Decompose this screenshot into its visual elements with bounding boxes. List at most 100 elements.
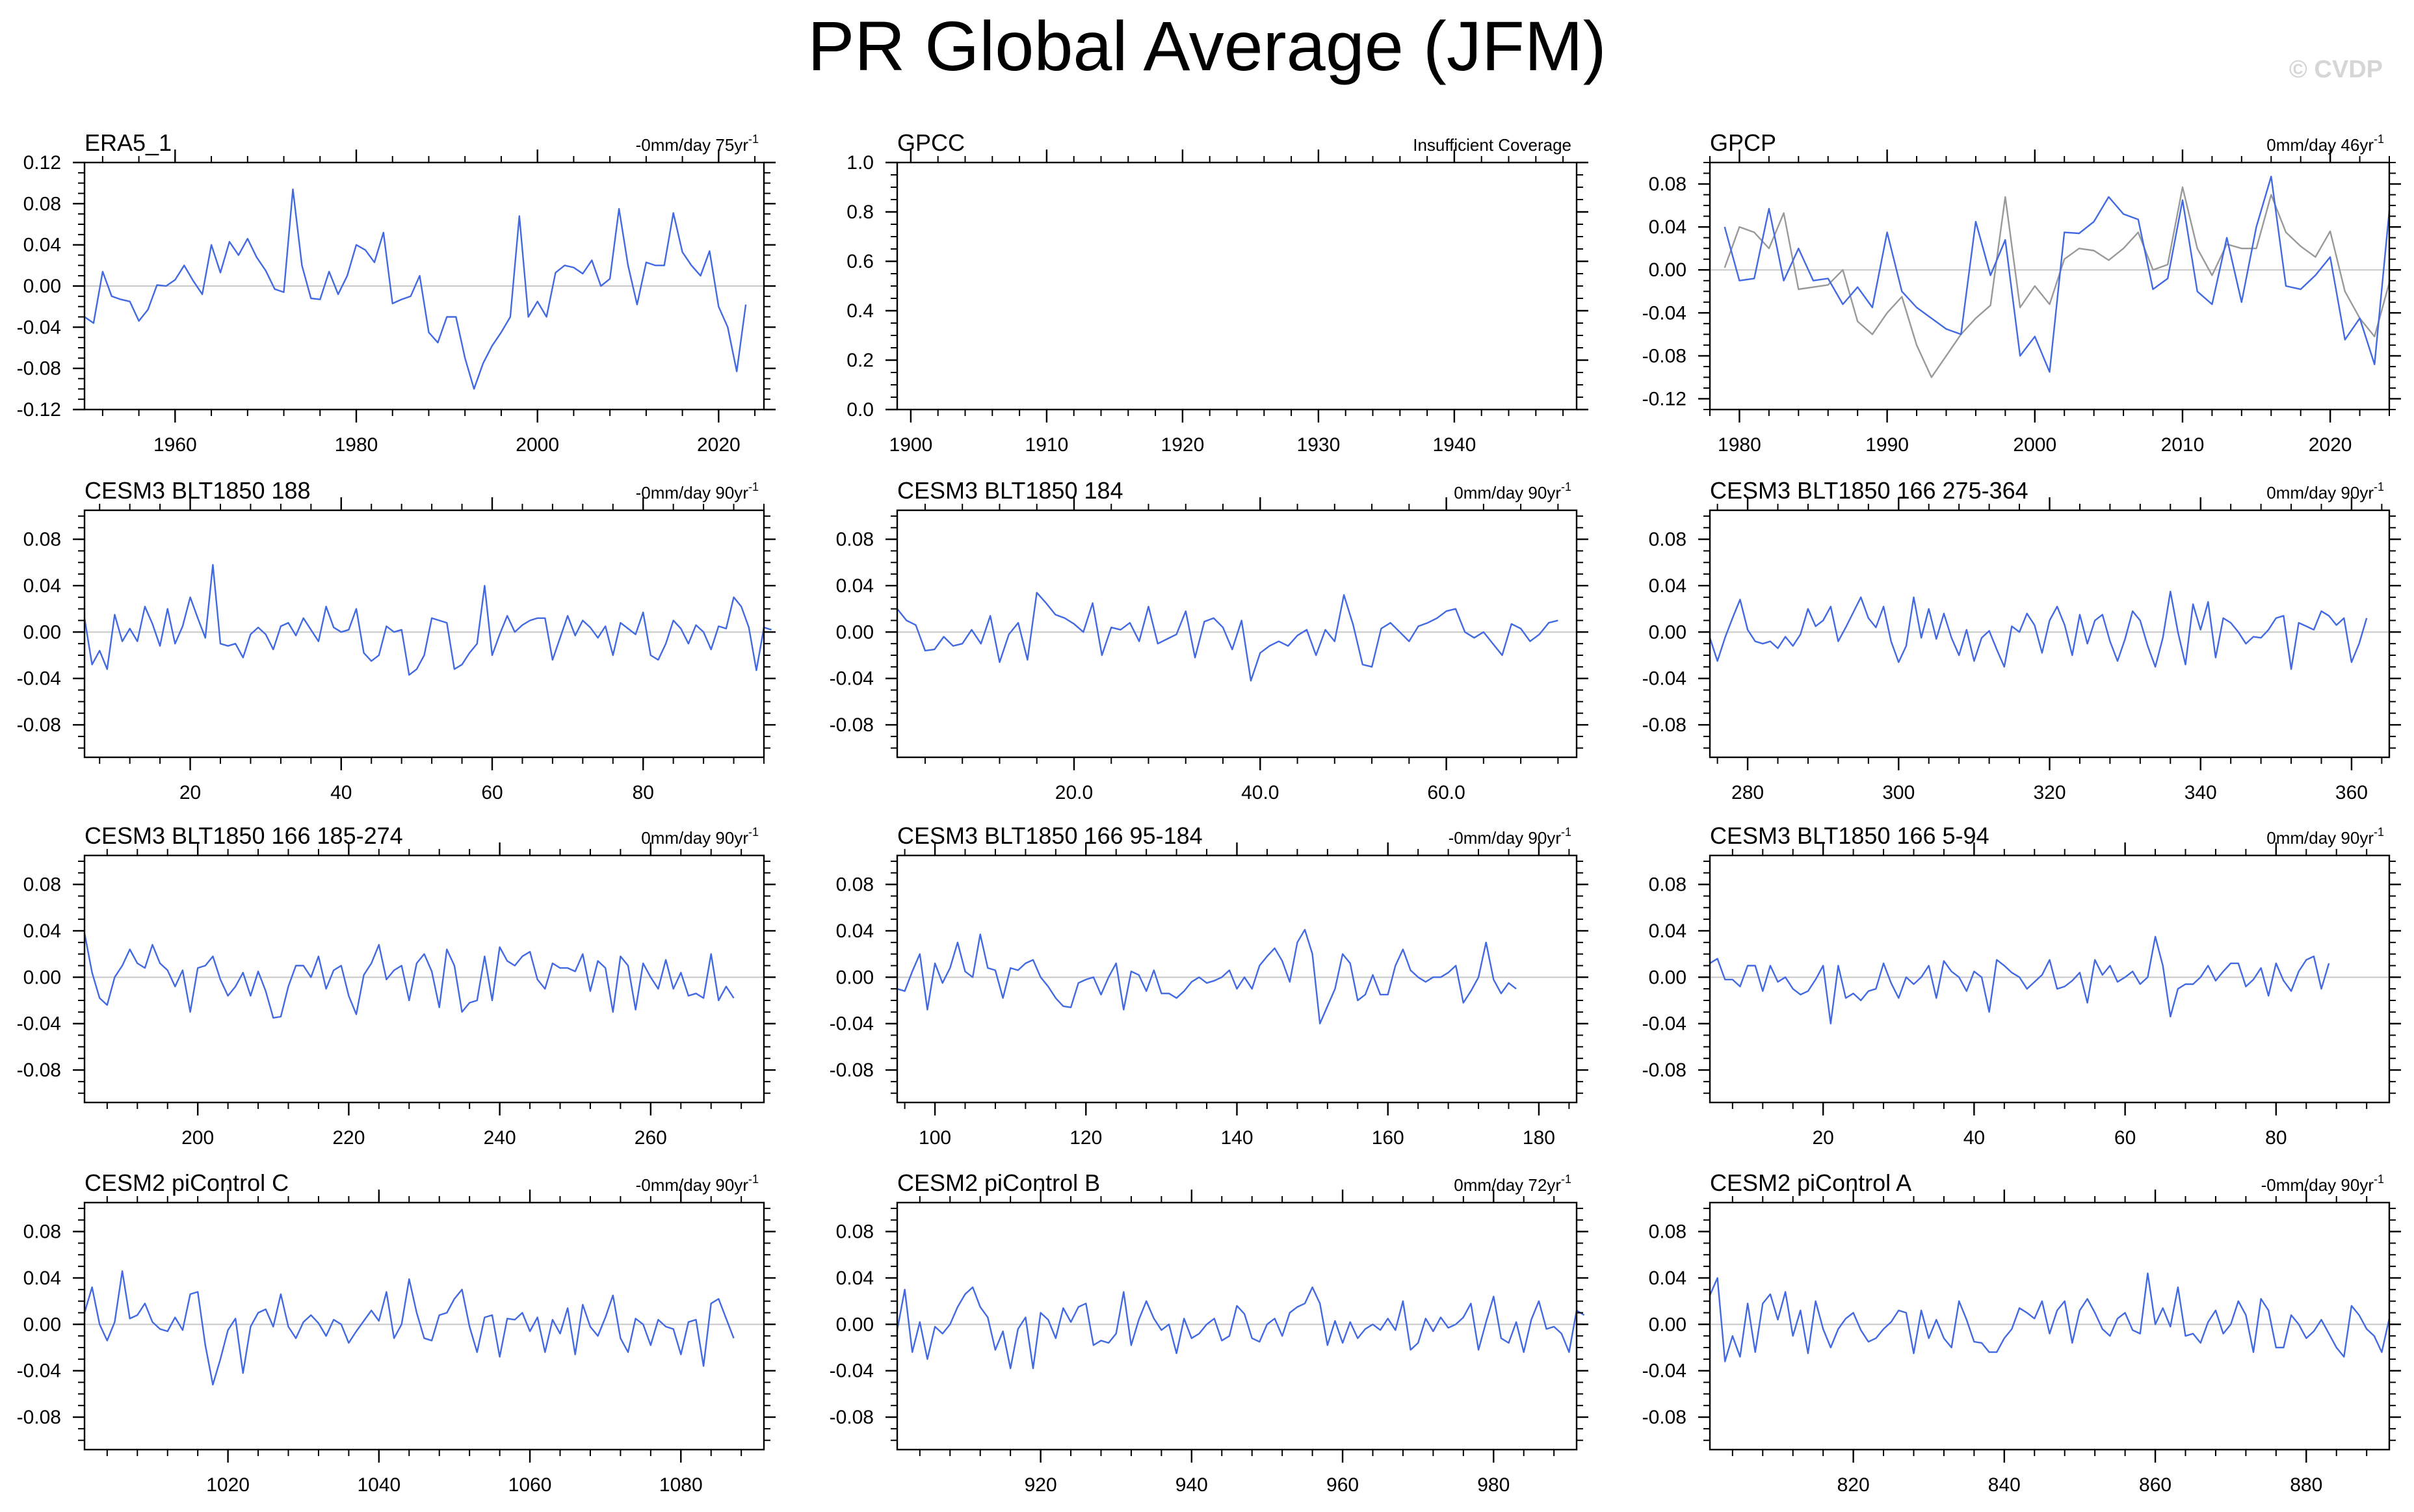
y-tick-label: -0.08 [17, 714, 61, 736]
y-tick-label: -0.04 [830, 668, 874, 690]
x-tick-label: 1980 [335, 434, 378, 456]
y-tick-label: 0.8 [846, 202, 874, 223]
y-tick-label: 0.00 [836, 1314, 874, 1335]
y-tick-label: 0.00 [23, 621, 61, 643]
panel-6: CESM3 BLT1850 166 185-274 0mm/day 90yr-1 0… [17, 822, 776, 1149]
x-tick-label: 20.0 [1055, 782, 1093, 803]
series-line-0 [83, 1270, 735, 1386]
plot-frame [1709, 161, 2391, 411]
x-tick-label: 2010 [2161, 434, 2205, 456]
y-tick-label: -0.04 [17, 668, 61, 690]
trend-label: 0mm/day 90yr-1 [641, 826, 759, 848]
series-line-0 [84, 189, 747, 390]
figure-title: PR Global Average (JFM) [807, 7, 1607, 85]
y-tick-label: 0.04 [836, 920, 874, 942]
y-tick-label: -0.08 [1642, 1060, 1686, 1081]
x-tick-label: 180 [1523, 1127, 1555, 1149]
x-tick-label: 20 [1812, 1127, 1833, 1149]
x-tick-label: 880 [2290, 1474, 2322, 1496]
y-tick-label: 0.04 [1649, 575, 1686, 597]
panel-0: ERA5_1 -0mm/day 75yr-1 0.12 0.08 0.04 0.00 -0.… [17, 129, 776, 456]
x-tick-label: 2020 [2309, 434, 2352, 456]
y-tick-label: 0.08 [836, 874, 874, 896]
y-tick-label: 0.00 [1649, 967, 1686, 988]
y-tick-label: -0.08 [830, 1060, 874, 1081]
series-line-0 [83, 564, 772, 676]
plot-frame [83, 854, 765, 1104]
y-tick-label: 0.00 [836, 621, 874, 643]
panel-2: GPCP 0mm/day 46yr-1 0.08 0.04 0.00 -0.04 -0.08… [1642, 129, 2401, 456]
x-tick-label: 960 [1326, 1474, 1359, 1496]
y-tick-label: 0.08 [23, 1221, 61, 1243]
y-tick-label: 0.00 [1649, 259, 1686, 281]
trend-label: 0mm/day 90yr-1 [2266, 826, 2384, 848]
y-tick-label: -0.08 [1642, 1407, 1686, 1428]
x-tick-label: 340 [2184, 782, 2217, 803]
series-line-0 [1709, 1272, 2391, 1362]
panel-title: CESM2 piControl C [85, 1169, 289, 1196]
series-line-0 [896, 1286, 1585, 1370]
x-tick-label: 40 [330, 782, 352, 803]
y-tick-label: -0.04 [17, 317, 61, 338]
x-tick-label: 20 [179, 782, 201, 803]
y-tick-label: -0.08 [1642, 714, 1686, 736]
y-tick-label: 0.00 [23, 276, 61, 297]
x-tick-label: 120 [1069, 1127, 1102, 1149]
x-tick-label: 2000 [2013, 434, 2056, 456]
panel-title: CESM3 BLT1850 188 [85, 477, 311, 504]
y-tick-label: 0.04 [836, 575, 874, 597]
x-tick-label: 80 [633, 782, 654, 803]
y-tick-label: 0.04 [23, 1268, 61, 1289]
y-tick-label: -0.04 [17, 1361, 61, 1382]
panel-title: CESM3 BLT1850 184 [897, 477, 1123, 504]
y-tick-label: -0.04 [1642, 668, 1686, 690]
x-tick-label: 840 [1988, 1474, 2021, 1496]
panel-10: CESM2 piControl B 0mm/day 72yr-1 0.08 0.04 0… [830, 1169, 1588, 1496]
plot-frame [896, 161, 1578, 411]
x-tick-label: 80 [2265, 1127, 2287, 1149]
panel-title: CESM3 BLT1850 166 95-184 [897, 822, 1203, 849]
y-tick-label: 0.08 [836, 529, 874, 551]
panel-title: CESM3 BLT1850 166 185-274 [85, 822, 403, 849]
y-tick-label: 0.08 [836, 1221, 874, 1243]
y-tick-label: -0.08 [830, 714, 874, 736]
y-tick-label: 0.08 [1649, 1221, 1686, 1243]
y-tick-label: 0.04 [23, 575, 61, 597]
series-line-0 [897, 928, 1517, 1024]
plot-frame [896, 1201, 1578, 1451]
plot-frame [1709, 854, 2391, 1104]
x-tick-label: 1060 [508, 1474, 552, 1496]
plot-frame [1709, 509, 2391, 759]
x-tick-label: 1910 [1025, 434, 1069, 456]
x-tick-label: 1930 [1297, 434, 1341, 456]
y-tick-label: 0.00 [1649, 621, 1686, 643]
panel-8: CESM3 BLT1850 166 5-94 0mm/day 90yr-1 0.08… [1642, 822, 2401, 1149]
x-tick-label: 820 [1837, 1474, 1870, 1496]
y-tick-label: 0.00 [23, 967, 61, 988]
panel-1: GPCC Insufficient Coverage 1.0 0.8 0.6 0.4 0.2… [846, 129, 1588, 456]
trend-label: -0mm/day 90yr-1 [636, 480, 759, 502]
panel-title: GPCC [897, 129, 965, 156]
y-tick-label: -0.08 [17, 1407, 61, 1428]
x-tick-label: 940 [1175, 1474, 1208, 1496]
plot-frame [896, 509, 1578, 759]
x-tick-label: 100 [919, 1127, 951, 1149]
trend-label: -0mm/day 75yr-1 [636, 133, 759, 155]
x-tick-label: 2000 [516, 434, 559, 456]
watermark-label: © CVDP [2289, 56, 2383, 83]
y-tick-label: 0.08 [1649, 174, 1686, 195]
y-tick-label: -0.08 [17, 1060, 61, 1081]
y-tick-label: -0.04 [1642, 1013, 1686, 1035]
y-tick-label: 0.04 [1649, 216, 1686, 238]
plot-frame [83, 509, 765, 759]
y-tick-label: 0.04 [23, 235, 61, 256]
y-tick-label: 0.08 [1649, 529, 1686, 551]
y-tick-label: 0.08 [23, 193, 61, 215]
y-tick-label: 0.4 [846, 300, 874, 322]
x-tick-label: 360 [2335, 782, 2368, 803]
x-tick-label: 2020 [697, 434, 741, 456]
x-tick-label: 1020 [206, 1474, 250, 1496]
y-tick-label: 0.04 [1649, 920, 1686, 942]
y-tick-label: 0.08 [1649, 874, 1686, 896]
x-tick-label: 40 [1963, 1127, 1985, 1149]
